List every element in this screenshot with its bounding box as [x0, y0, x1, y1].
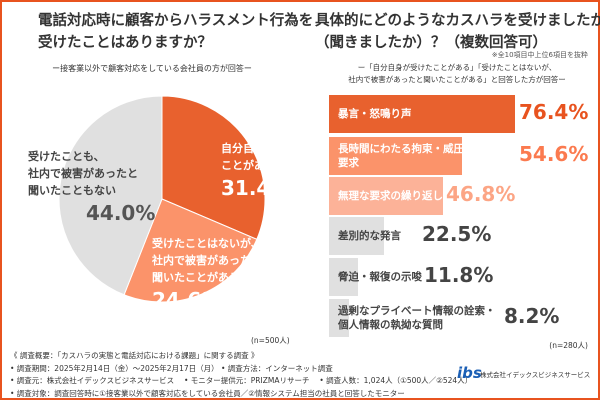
bar-label: 差別的な発言 — [338, 229, 401, 243]
title-line: 受けたことはありますか？ — [38, 35, 212, 51]
company-name: 株式会社イデックスビジネスサービス — [480, 371, 591, 379]
bar-label-line: 差別的な発言 — [338, 230, 401, 242]
pie-value: 24.6% — [152, 288, 222, 312]
label-line: 聞いたこともない — [28, 184, 116, 197]
bar-label-line: 要求 — [338, 157, 359, 169]
title-line: 電話対応時に顧客からハラスメント行為を — [38, 13, 314, 29]
bar-label: 無理な要求の繰り返し — [338, 189, 443, 203]
left-subtitle: ー接客業以外で顧客対応をしている会社員の方が回答ー — [52, 64, 252, 73]
bar — [329, 217, 384, 255]
right-sample-size: (n=280人) — [549, 341, 588, 350]
subtitle-line: ー「自分自身が受けたことがある」「受けたことはないが、 — [357, 63, 557, 72]
bar-label: 暴言・怒鳴り声 — [338, 107, 412, 121]
footer-line: • 調査対象：調査回答時に①接客業以外で顧客対応をしている会社員／②情報システム… — [10, 388, 405, 398]
label-line: ことがある — [221, 159, 276, 172]
bar-label: 過剰なプライベート情報の詮索・ 個人情報の執拗な質問 — [338, 304, 496, 332]
bar — [329, 258, 358, 296]
bar — [329, 137, 462, 175]
label-line: 受けたことはないが、 — [152, 237, 262, 250]
company-logo: ibs — [457, 364, 482, 382]
title-line: 具体的にどのようなカスハラを受けましたか — [315, 13, 600, 29]
footer-line: • 調査期間：2025年2月14日（金）〜2025年2月17日（月） • 調査方… — [10, 363, 333, 373]
bar-label-line: 長時間にわたる拘束・威圧的な — [338, 143, 485, 155]
pie-chart — [58, 95, 266, 303]
subtitle-line: 社内で被害があったと聞いたことがある」と回答した方が回答ー — [348, 75, 566, 84]
bar-value: 46.8% — [446, 182, 516, 206]
label-line: 聞いたことがある — [152, 271, 240, 284]
footer-line: • 調査元：株式会社イデックスビジネスサービス • モニター提供元：PRIZMA… — [10, 376, 473, 385]
pie-slice — [161, 95, 266, 240]
pie-value: 44.0% — [86, 201, 156, 225]
bar-label: 長時間にわたる拘束・威圧的な 要求 — [338, 142, 485, 170]
pie-value: 31.4% — [221, 176, 291, 200]
bar-label: 脅迫・報復の示唆 — [338, 270, 422, 284]
pie-slice — [58, 95, 163, 296]
bar-value: 76.4% — [519, 100, 589, 124]
bar-label-line: 無理な要求の繰り返し — [338, 190, 443, 202]
survey-footer: 《 調査概要：「カスハラの実態と電話対応における課題」に関する調査 》 • 調査… — [10, 350, 472, 400]
pie-label-none: 受けたことも、社内で被害があったと 聞いたこともない 44.0% — [28, 148, 155, 227]
label-line: 自分自身が受けた — [221, 142, 309, 155]
label-line: 受けたことも、 — [28, 150, 105, 163]
bar — [329, 177, 443, 215]
bar — [329, 95, 515, 133]
bar-label-line: 個人情報の執拗な質問 — [338, 319, 443, 331]
label-line: 社内で被害があったと — [28, 167, 138, 180]
label-line: 社内で被害があったと — [152, 254, 262, 267]
left-sample-size: (n=500人) — [251, 336, 290, 345]
left-question-title: 電話対応時に顧客からハラスメント行為を 受けたことはありますか？ — [38, 10, 313, 54]
footer-line: 《 調査概要：「カスハラの実態と電話対応における課題」に関する調査 》 — [10, 351, 259, 360]
bar-value: 54.6% — [519, 142, 589, 166]
note: ※全10項目中上位6項目を抜粋 — [491, 51, 588, 59]
bar-value: 11.8% — [424, 263, 494, 287]
bar-label-line: 脅迫・報復の示唆 — [338, 271, 422, 283]
right-subtitle: ー「自分自身が受けたことがある」「受けたことはないが、 社内で被害があったと聞いた… — [312, 62, 600, 86]
bar-value: 8.2% — [504, 304, 560, 328]
bar-label-line: 過剰なプライベート情報の詮索・ — [338, 305, 496, 317]
bar-value: 22.5% — [422, 222, 492, 246]
title-line: （聞きましたか）？（複数回答可） — [315, 35, 547, 51]
pie-label-self: 自分自身が受けた ことがある 31.4% — [221, 140, 309, 202]
pie-label-heard: 受けたことはないが、 社内で被害があったと 聞いたことがある 24.6% — [152, 235, 262, 314]
pie-slice — [123, 198, 258, 303]
bar-label-line: 暴言・怒鳴り声 — [338, 108, 412, 120]
right-question-title: 具体的にどのようなカスハラを受けましたか （聞きましたか）？（複数回答可） — [315, 10, 600, 54]
bar — [329, 299, 349, 337]
